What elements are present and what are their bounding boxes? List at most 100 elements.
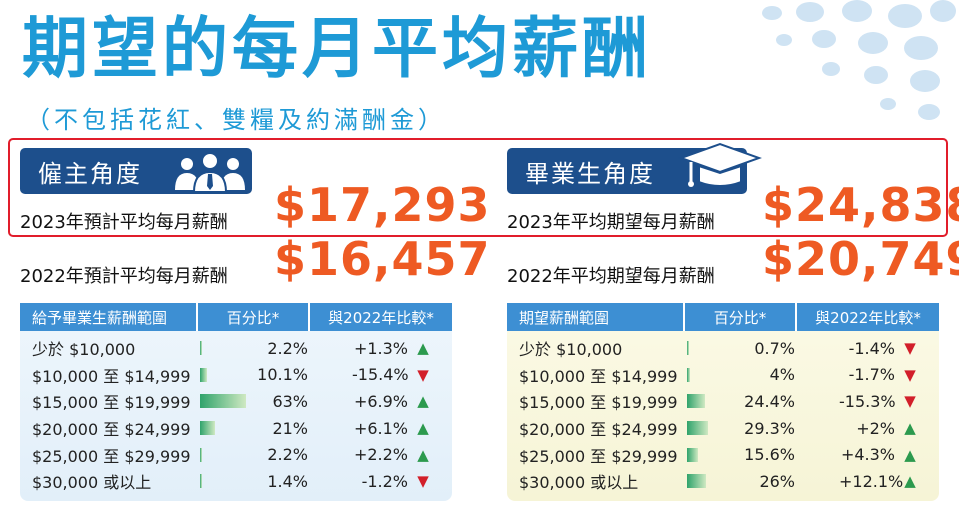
- table-row: $10,000 至 $14,999 10.1% -15.4% ▼: [20, 362, 452, 389]
- arrow-up-icon: ▲: [417, 419, 429, 438]
- employer-badge-label: 僱主角度: [38, 159, 142, 188]
- arrow-down-icon: ▼: [417, 365, 429, 384]
- graduate-2022-label: 2022年平均期望每月薪酬: [507, 266, 715, 287]
- compare-value: -15.3%: [839, 391, 896, 411]
- compare-cell: +6.1% ▲: [310, 419, 452, 438]
- percent-bar: [687, 474, 706, 489]
- arrow-down-icon: ▼: [417, 472, 429, 491]
- graduate-salary-table: 期望薪酬範圍 百分比* 與2022年比較* 少於 $10,000 0.7% -1.4…: [507, 303, 939, 501]
- percent-cell: 2.2%: [198, 445, 310, 464]
- range-cell: $10,000 至 $14,999: [519, 366, 678, 386]
- compare-cell: -1.2% ▼: [310, 472, 452, 491]
- percent-cell: 2.2%: [198, 339, 310, 358]
- employer-2022-label: 2022年預計平均每月薪酬: [20, 266, 228, 287]
- table-row: 少於 $10,000 0.7% -1.4% ▼: [507, 335, 939, 362]
- compare-value: +6.1%: [353, 418, 408, 438]
- compare-value: +4.3%: [840, 445, 895, 465]
- range-cell: $25,000 至 $29,999: [32, 446, 191, 466]
- percent-value: 15.6%: [744, 445, 795, 465]
- graduate-2023-label: 2023年平均期望每月薪酬: [507, 212, 715, 233]
- percent-value: 29.3%: [744, 418, 795, 438]
- employer-badge: 僱主角度: [20, 148, 252, 194]
- table-row: $20,000 至 $24,999 29.3% +2% ▲: [507, 415, 939, 442]
- arrow-down-icon: ▼: [904, 339, 916, 358]
- percent-bar: [200, 367, 207, 382]
- range-cell: 少於 $10,000: [519, 340, 623, 360]
- range-cell: $10,000 至 $14,999: [32, 366, 191, 386]
- arrow-up-icon: ▲: [904, 472, 916, 491]
- percent-bar: [687, 367, 690, 382]
- header-percent: 百分比*: [685, 303, 797, 331]
- compare-value: +2.2%: [353, 445, 408, 465]
- table-row: $25,000 至 $29,999 15.6% +4.3% ▲: [507, 441, 939, 468]
- percent-cell: 24.4%: [685, 392, 797, 411]
- compare-cell: -1.4% ▼: [797, 339, 939, 358]
- range-cell: $25,000 至 $29,999: [519, 446, 678, 466]
- percent-bar: [200, 421, 215, 436]
- people-group-icon: [172, 150, 248, 198]
- range-cell: $20,000 至 $24,999: [519, 420, 678, 440]
- percent-bar: [200, 341, 202, 356]
- employer-salary-table: 給予畢業生薪酬範圍 百分比* 與2022年比較* 少於 $10,000 2.2% +…: [20, 303, 452, 501]
- percent-bar: [200, 447, 202, 462]
- percent-bar: [687, 447, 698, 462]
- range-cell: $30,000 或以上: [32, 473, 152, 493]
- percent-value: 24.4%: [744, 391, 795, 411]
- percent-value: 63%: [272, 391, 308, 411]
- compare-value: -1.2%: [361, 471, 408, 491]
- arrow-up-icon: ▲: [904, 419, 916, 438]
- range-cell: 少於 $10,000: [32, 340, 136, 360]
- arrow-up-icon: ▲: [417, 445, 429, 464]
- arrow-down-icon: ▼: [904, 365, 916, 384]
- arrow-up-icon: ▲: [417, 339, 429, 358]
- table-row: $20,000 至 $24,999 21% +6.1% ▲: [20, 415, 452, 442]
- arrow-up-icon: ▲: [417, 392, 429, 411]
- graduate-2023-value: $24,838: [762, 178, 959, 232]
- table-row: $30,000 或以上 26% +12.1% ▲: [507, 468, 939, 495]
- compare-value: -1.7%: [848, 365, 895, 385]
- compare-cell: +6.9% ▲: [310, 392, 452, 411]
- header-compare: 與2022年比較*: [328, 308, 434, 327]
- compare-value: -15.4%: [352, 365, 409, 385]
- highlight-frame: [8, 138, 948, 237]
- arrow-down-icon: ▼: [904, 392, 916, 411]
- employer-2023-value: $17,293: [274, 178, 491, 232]
- graduate-2022-value: $20,749: [762, 232, 959, 286]
- percent-value: 26%: [759, 471, 795, 491]
- percent-bar: [687, 421, 708, 436]
- header-percent: 百分比*: [198, 303, 310, 331]
- compare-cell: +12.1% ▲: [797, 472, 939, 491]
- percent-value: 2.2%: [267, 445, 308, 465]
- header-range: 給予畢業生薪酬範圍: [20, 303, 198, 331]
- graduation-cap-icon: [675, 138, 765, 200]
- percent-bar: [687, 394, 705, 409]
- page-subtitle: （不包括花紅、雙糧及約滿酬金）: [26, 106, 446, 134]
- arrow-up-icon: ▲: [904, 445, 916, 464]
- percent-cell: 0.7%: [685, 339, 797, 358]
- graduate-badge-label: 畢業生角度: [525, 159, 655, 188]
- percent-bar: [200, 394, 246, 409]
- graduate-table-header: 期望薪酬範圍 百分比* 與2022年比較*: [507, 303, 939, 331]
- table-row: $30,000 或以上 1.4% -1.2% ▼: [20, 468, 452, 495]
- employer-table-header: 給予畢業生薪酬範圍 百分比* 與2022年比較*: [20, 303, 452, 331]
- compare-cell: -1.7% ▼: [797, 365, 939, 384]
- table-row: $15,000 至 $19,999 24.4% -15.3% ▼: [507, 388, 939, 415]
- percent-cell: 10.1%: [198, 365, 310, 384]
- compare-value: -1.4%: [848, 338, 895, 358]
- compare-cell: +4.3% ▲: [797, 445, 939, 464]
- percent-value: 1.4%: [267, 471, 308, 491]
- percent-value: 10.1%: [257, 365, 308, 385]
- percent-cell: 4%: [685, 365, 797, 384]
- compare-cell: +2.2% ▲: [310, 445, 452, 464]
- percent-cell: 21%: [198, 419, 310, 438]
- employer-2023-label: 2023年預計平均每月薪酬: [20, 212, 228, 233]
- percent-cell: 29.3%: [685, 419, 797, 438]
- compare-value: +12.1%: [839, 471, 904, 491]
- compare-value: +6.9%: [353, 391, 408, 411]
- table-row: $25,000 至 $29,999 2.2% +2.2% ▲: [20, 441, 452, 468]
- table-row: 少於 $10,000 2.2% +1.3% ▲: [20, 335, 452, 362]
- percent-value: 0.7%: [754, 338, 795, 358]
- compare-value: +2%: [856, 418, 895, 438]
- range-cell: $30,000 或以上: [519, 473, 639, 493]
- graduate-badge: 畢業生角度: [507, 142, 762, 194]
